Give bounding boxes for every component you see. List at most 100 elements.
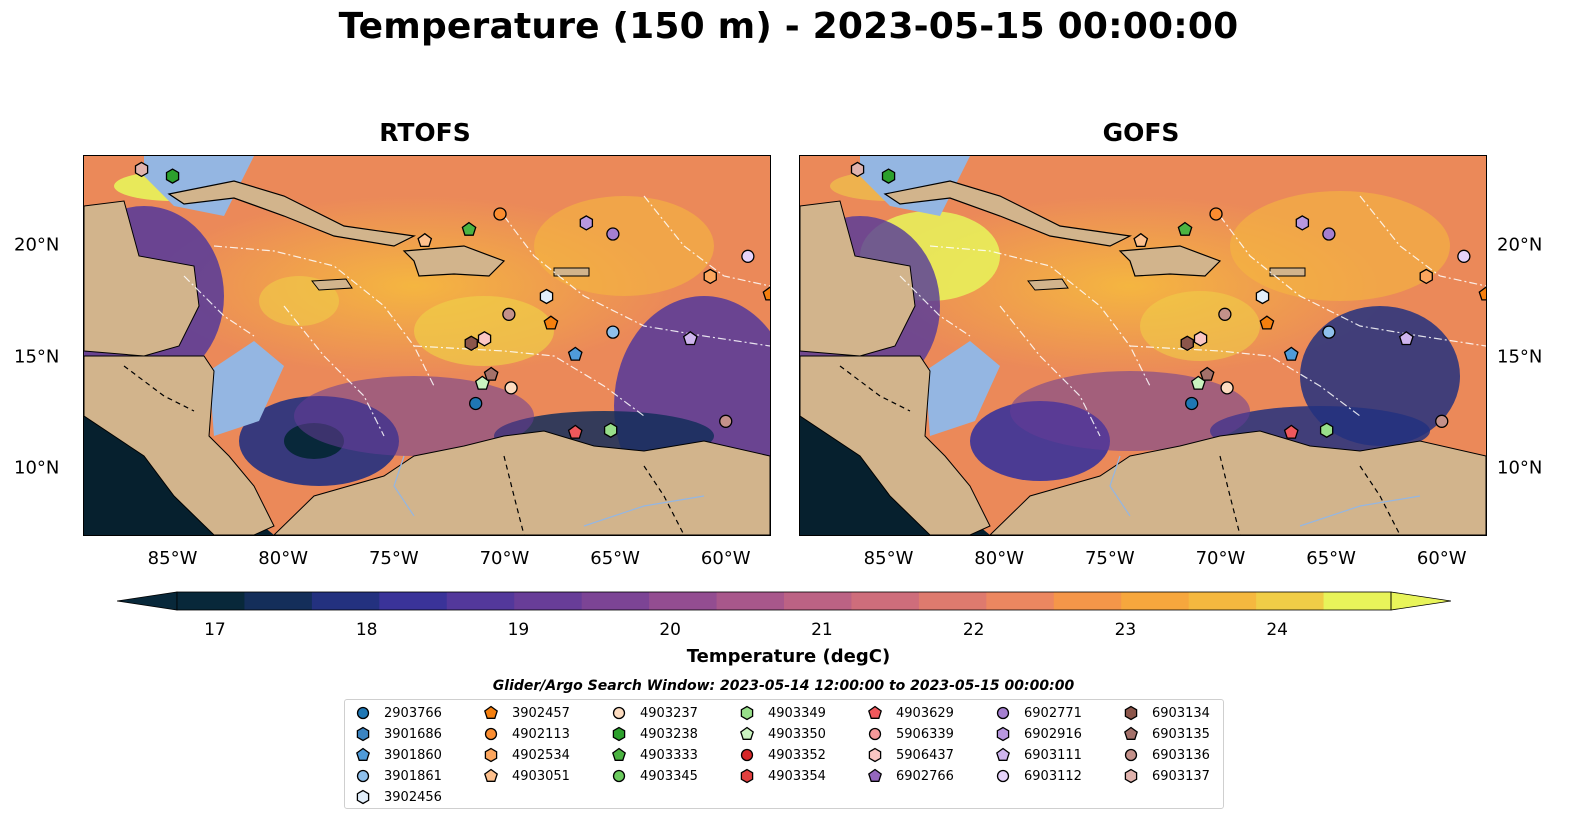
rivers <box>1109 455 1421 527</box>
float-marker-6903136 <box>1435 414 1449 428</box>
colorbar-tick-label: 18 <box>355 620 378 640</box>
float-marker-4903051 <box>1133 232 1149 248</box>
map-panel-rtofs[interactable] <box>83 155 771 536</box>
lat-tick-label: 10°N <box>14 457 60 479</box>
land-jamaica <box>311 278 353 291</box>
float-marker-4903051 <box>417 232 433 248</box>
float-marker-3901860 <box>567 346 583 361</box>
colorbar-segment <box>244 592 313 610</box>
float-marker-6903134 <box>1180 335 1194 352</box>
colorbar-segment <box>918 592 987 610</box>
legend-item: 6903136 <box>1123 745 1210 765</box>
legend-marker <box>740 705 754 721</box>
legend-label: 6902916 <box>1024 726 1082 742</box>
legend-item: 6903134 <box>1123 703 1210 723</box>
float-marker-4902113 <box>493 207 507 221</box>
hexagon-marker-icon <box>356 789 370 805</box>
pentagon-marker-icon <box>740 726 754 740</box>
float-marker-4902113 <box>1209 207 1223 221</box>
legend-marker <box>996 747 1010 761</box>
circle-marker-icon <box>612 706 626 720</box>
float-marker-4903237 <box>504 381 518 395</box>
colorbar-segment <box>177 592 245 610</box>
land-south-america <box>273 430 770 535</box>
legend-marker <box>1124 768 1138 784</box>
legend-label: 4902113 <box>512 726 570 742</box>
colorbar-tick-label: 22 <box>962 620 985 640</box>
legend-label: 6903112 <box>1024 768 1082 784</box>
lat-tick-label: 15°N <box>14 346 60 368</box>
colorbar-segment <box>1188 592 1257 610</box>
legend-item: 4903238 <box>611 724 698 744</box>
land-yucatan <box>800 200 916 357</box>
legend-label: 3901860 <box>384 747 442 763</box>
float-marker-6903135 <box>1199 366 1215 381</box>
circle-marker-icon <box>740 748 754 762</box>
legend-label: 6902771 <box>1024 705 1082 721</box>
float-marker-3902457 <box>762 286 770 301</box>
float-marker-3901861 <box>606 325 620 339</box>
legend-marker <box>868 727 882 741</box>
legend-label: 3902457 <box>512 705 570 721</box>
pentagon-marker-icon <box>612 747 626 761</box>
pentagon-marker-icon <box>1124 726 1138 740</box>
float-marker-6903112 <box>741 249 755 263</box>
lon-tick-label: 60°W <box>1416 548 1467 569</box>
pentagon-marker-icon <box>484 705 498 719</box>
colorbar-segment <box>716 592 785 610</box>
circle-marker-icon <box>356 706 370 720</box>
colorbar-tick-label: 24 <box>1266 620 1289 640</box>
float-marker-4903238 <box>165 168 180 184</box>
float-marker-6903136 <box>502 307 516 321</box>
colorbar-segment <box>446 592 515 610</box>
float-marker-3901860 <box>1283 346 1299 361</box>
legend-label: 6903134 <box>1152 705 1210 721</box>
colorbar-tick-label: 20 <box>659 620 682 640</box>
legend-marker <box>356 706 370 720</box>
float-marker-6903134 <box>464 335 478 352</box>
legend-label: 4903352 <box>768 747 826 763</box>
float-marker-4902534 <box>703 268 717 285</box>
legend-label: 3901686 <box>384 726 442 742</box>
colorbar-label: Temperature (degC) <box>686 646 891 667</box>
legend-title: Glider/Argo Search Window: 2023-05-14 12… <box>492 678 1075 694</box>
colorbar-segment <box>311 592 380 610</box>
map-rtofs-svg <box>84 156 770 535</box>
legend-marker <box>356 769 370 783</box>
float-marker-4903349 <box>1319 422 1334 438</box>
hexagon-marker-icon <box>356 726 370 742</box>
colorbar-max-extend <box>1390 591 1451 611</box>
legend-marker <box>484 747 498 763</box>
float-marker-6902916 <box>579 215 594 231</box>
land-hispaniola <box>1118 245 1222 277</box>
hexagon-marker-icon <box>740 768 754 784</box>
legend-label: 3901861 <box>384 768 442 784</box>
float-marker-4903350 <box>474 375 490 390</box>
float-marker-6903136 <box>1218 307 1232 321</box>
lon-tick-label: 70°W <box>1195 548 1246 569</box>
legend-marker <box>740 768 754 784</box>
float-marker-2903766 <box>469 396 483 411</box>
legend-item: 3901860 <box>355 745 442 765</box>
legend-marker <box>868 747 882 763</box>
legend-item: 6902916 <box>995 724 1082 744</box>
legend-label: 4902534 <box>512 747 570 763</box>
colorbar-tick-label: 23 <box>1114 620 1137 640</box>
colorbar-tick-label: 19 <box>507 620 530 640</box>
hexagon-marker-icon <box>612 726 626 742</box>
legend-item: 4903349 <box>739 703 826 723</box>
legend-item: 3902457 <box>483 703 570 723</box>
legend-marker <box>740 748 754 762</box>
legend-item: 4903051 <box>483 766 570 786</box>
legend-item: 6903111 <box>995 745 1082 765</box>
legend-item: 5906339 <box>867 724 954 744</box>
colorbar-segment <box>649 592 718 610</box>
legend-item: 4903345 <box>611 766 698 786</box>
map-panel-gofs[interactable] <box>799 155 1487 536</box>
land-cuba <box>883 180 1132 247</box>
map-gofs-svg <box>800 156 1486 535</box>
float-marker-4903333 <box>461 221 477 236</box>
legend-item: 4902113 <box>483 724 570 744</box>
lon-tick-label: 80°W <box>258 548 309 569</box>
colorbar-segment <box>1256 592 1325 610</box>
